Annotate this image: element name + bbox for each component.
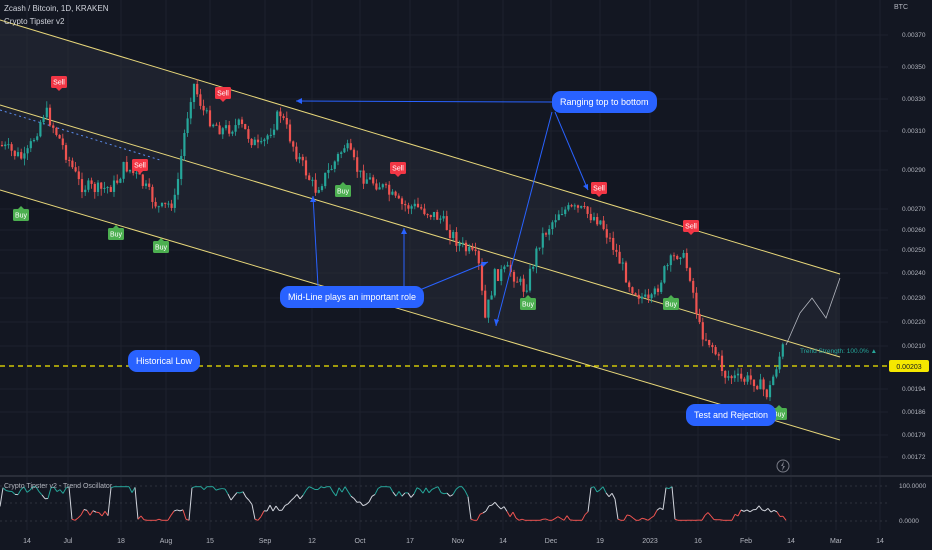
channel-mid-line — [0, 104, 841, 358]
time-tick-label: 19 — [596, 538, 604, 545]
symbol-title[interactable]: Zcash / Bitcoin, 1D, KRAKEN — [4, 4, 109, 13]
time-tick-label: 14 — [876, 538, 884, 545]
time-tick-label: Mar — [830, 538, 843, 545]
time-tick-label: Oct — [355, 538, 366, 545]
price-tick-label: 0.00179 — [902, 432, 926, 439]
price-tick-label: 0.00350 — [902, 64, 926, 71]
signal-label: Sell — [685, 224, 697, 231]
oscillator-tick-label: 100.0000 — [899, 483, 926, 490]
flash-icon-bolt — [781, 461, 785, 471]
price-tick-label: 0.00270 — [902, 206, 926, 213]
price-tick-label: 0.00310 — [902, 128, 926, 135]
sell-signal: Sell — [132, 159, 148, 174]
signal-label: Sell — [53, 80, 65, 87]
trend-oscillator: 100.0000 0.0000 — [0, 483, 926, 525]
time-tick-label: Aug — [160, 538, 173, 545]
price-tick-label: 0.00172 — [902, 454, 926, 461]
time-tick-label: Feb — [740, 538, 752, 545]
sell-signal: Sell — [215, 87, 231, 102]
sell-signal: Sell — [390, 162, 406, 177]
price-axis[interactable]: 0.00370 0.00350 0.00330 0.00310 0.00290 0.002… — [902, 32, 926, 461]
currency-label: BTC — [894, 4, 908, 11]
time-tick-label: 15 — [206, 538, 214, 545]
buy-signal: Buy — [663, 295, 679, 310]
indicator-title[interactable]: Crypto Tipster v2 — [4, 17, 65, 26]
time-tick-label: Dec — [545, 538, 558, 545]
signal-label: Sell — [593, 186, 605, 193]
signal-tags: Sell Sell Sell Sell Sell Sell Buy Buy Buy Buy Buy B… — [13, 76, 787, 420]
buy-signal: Buy — [335, 182, 351, 197]
time-tick-label: Nov — [452, 538, 465, 545]
channel-upper-line — [0, 19, 841, 275]
time-tick-label: Sep — [259, 538, 272, 545]
signal-label: Buy — [15, 213, 28, 220]
price-tick-label: 0.00330 — [902, 96, 926, 103]
current-price-label: 0.00203 — [896, 364, 921, 371]
time-tick-label: 12 — [308, 538, 316, 545]
price-tick-label: 0.00250 — [902, 247, 926, 254]
current-price-label-bg — [889, 360, 929, 372]
time-tick-label: 16 — [694, 538, 702, 545]
price-tick-label: 0.00260 — [902, 227, 926, 234]
price-tick-label: 0.00220 — [902, 319, 926, 326]
time-tick-label: 14 — [787, 538, 795, 545]
signal-label: Sell — [134, 163, 146, 170]
flash-icon[interactable] — [776, 459, 790, 473]
signal-label: Sell — [217, 91, 229, 98]
price-tick-label: 0.00186 — [902, 409, 926, 416]
price-tick-label: 0.00194 — [902, 386, 926, 393]
price-tick-label: 0.00290 — [902, 167, 926, 174]
buy-signal: Buy — [108, 225, 124, 240]
time-tick-label: 18 — [117, 538, 125, 545]
trend-strength-label: Trend Strength: 100.0% ▲ — [800, 348, 878, 355]
time-tick-label: 14 — [499, 538, 507, 545]
price-tick-label: 0.00370 — [902, 32, 926, 39]
oscillator-tick-label: 0.0000 — [899, 518, 919, 525]
annotation-historical-low: Historical Low — [128, 350, 201, 372]
annotation-test-rejection: Test and Rejection — [686, 404, 777, 426]
annotation-midline: Mid-Line plays an important role — [280, 286, 425, 308]
price-tick-label: 0.00210 — [902, 343, 926, 350]
price-tick-label: 0.00230 — [902, 295, 926, 302]
sell-signal: Sell — [591, 182, 607, 197]
signal-label: Buy — [155, 245, 168, 252]
time-tick-label: 17 — [406, 538, 414, 545]
buy-signal: Buy — [13, 206, 29, 221]
time-axis[interactable]: 14 Jul 18 Aug 15 Sep 12 Oct 17 Nov 14 Dec 19 2023 16 Fe… — [23, 538, 884, 545]
time-tick-label: 2023 — [642, 538, 658, 545]
oscillator-title[interactable]: Crypto Tipster v2 - Trend Oscillator — [4, 483, 113, 490]
buy-signal: Buy — [520, 295, 536, 310]
price-tick-label: 0.00240 — [902, 270, 926, 277]
signal-label: Buy — [110, 232, 123, 239]
channel-lower-line — [0, 189, 841, 441]
time-tick-label: 14 — [23, 538, 31, 545]
signal-label: Buy — [522, 302, 535, 309]
buy-signal: Buy — [153, 238, 169, 253]
sell-signal: Sell — [51, 76, 67, 91]
annotation-ranging: Ranging top to bottom — [552, 91, 657, 113]
projection-path — [785, 277, 841, 346]
signal-label: Buy — [773, 412, 786, 419]
sell-signal: Sell — [683, 220, 699, 235]
candles — [0, 79, 784, 402]
signal-label: Sell — [392, 166, 404, 173]
time-tick-label: Jul — [64, 538, 73, 545]
signal-label: Buy — [337, 189, 350, 196]
signal-label: Buy — [665, 302, 678, 309]
